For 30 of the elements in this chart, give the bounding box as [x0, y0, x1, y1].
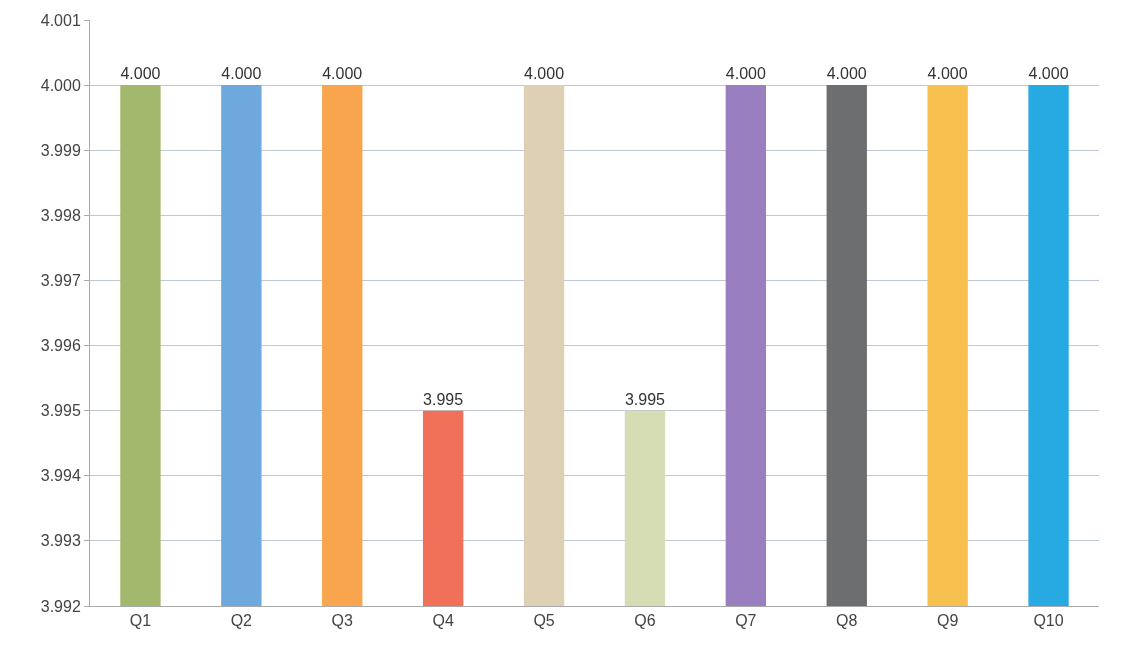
x-tick-label: Q7 — [735, 612, 757, 630]
x-tick-label: Q3 — [331, 612, 354, 630]
data-label: 4.000 — [725, 65, 766, 83]
data-label: 4.000 — [826, 65, 867, 83]
x-tick-label: Q1 — [129, 612, 152, 630]
text: 3.997 — [40, 272, 81, 290]
data-label: 4.000 — [221, 65, 262, 83]
x-tick-label: Q8 — [836, 612, 858, 630]
x-tick-label: Q9 — [936, 612, 959, 630]
text: 3.995 — [40, 402, 81, 420]
data-label: 4.000 — [927, 65, 968, 83]
text: 3.999 — [40, 141, 81, 159]
data-label: 4.000 — [1028, 65, 1069, 83]
x-tick-label: Q5 — [533, 612, 555, 630]
data-label: 4.000 — [523, 65, 565, 83]
data-label: 4.000 — [322, 65, 363, 83]
text: 3.994 — [40, 467, 81, 485]
x-tick-label: Q6 — [634, 612, 656, 630]
text: 4.000 — [40, 76, 81, 94]
text: 4.001 — [40, 11, 81, 29]
text: 3.996 — [40, 337, 81, 355]
text: 3.993 — [40, 532, 81, 550]
x-tick-label: Q2 — [230, 612, 253, 630]
text: 3.992 — [40, 597, 81, 615]
text: 3.998 — [40, 206, 81, 224]
data-label: 3.995 — [624, 390, 666, 408]
data-label: 3.995 — [423, 390, 464, 408]
x-tick-label: Q10 — [1033, 612, 1064, 630]
x-tick-label: Q4 — [432, 612, 454, 630]
data-label: 4.000 — [120, 65, 161, 83]
